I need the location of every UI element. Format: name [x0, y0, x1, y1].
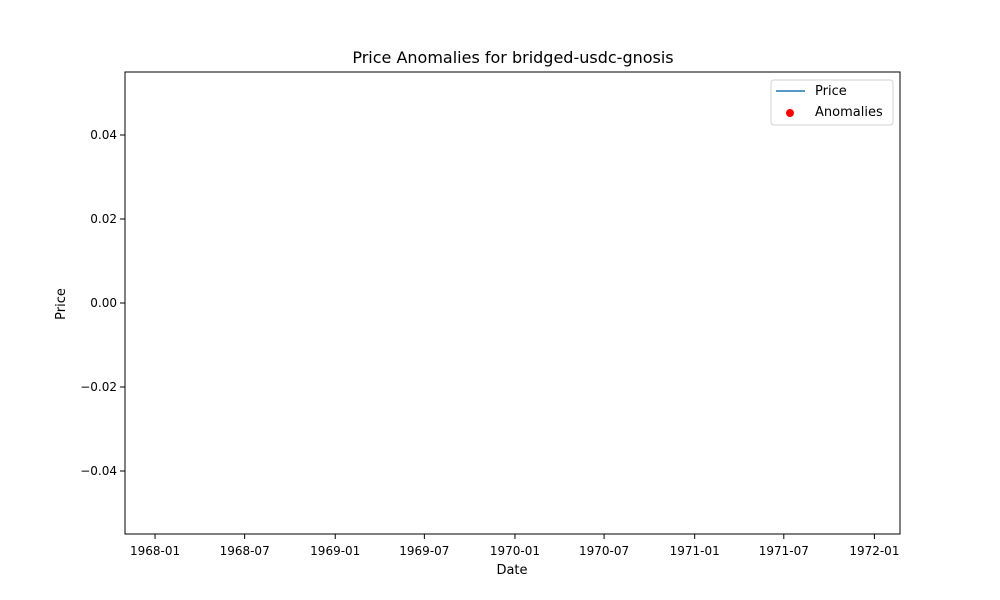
legend-price-label: Price: [815, 84, 847, 99]
x-tick-label: 1968-07: [220, 544, 270, 558]
x-tick-label: 1969-01: [310, 544, 360, 558]
x-tick-label: 1970-01: [490, 544, 540, 558]
x-axis-ticks: 1968-01 1968-07 1969-01 1969-07 1970-01 1970-…: [130, 534, 899, 558]
x-tick-label: 1971-01: [670, 544, 720, 558]
x-tick-label: 1969-07: [399, 544, 449, 558]
x-tick-label: 1972-01: [849, 544, 899, 558]
y-tick-label: −0.04: [80, 464, 117, 478]
legend-anomalies-swatch: [786, 109, 794, 117]
y-axis-ticks: 0.04 0.02 0.00 −0.02 −0.04: [80, 128, 125, 478]
y-tick-label: 0.02: [90, 212, 117, 226]
legend: Price Anomalies: [770, 79, 894, 126]
legend-anomalies-label: Anomalies: [815, 105, 883, 120]
x-axis-label: Date: [496, 563, 527, 578]
y-tick-label: 0.04: [90, 128, 117, 142]
y-axis-label: Price: [54, 288, 69, 320]
x-tick-label: 1971-07: [759, 544, 809, 558]
x-tick-label: 1968-01: [130, 544, 180, 558]
chart-title: Price Anomalies for bridged-usdc-gnosis: [352, 48, 673, 67]
y-tick-label: −0.02: [80, 380, 117, 394]
y-tick-label: 0.00: [90, 296, 117, 310]
x-tick-label: 1970-07: [579, 544, 629, 558]
